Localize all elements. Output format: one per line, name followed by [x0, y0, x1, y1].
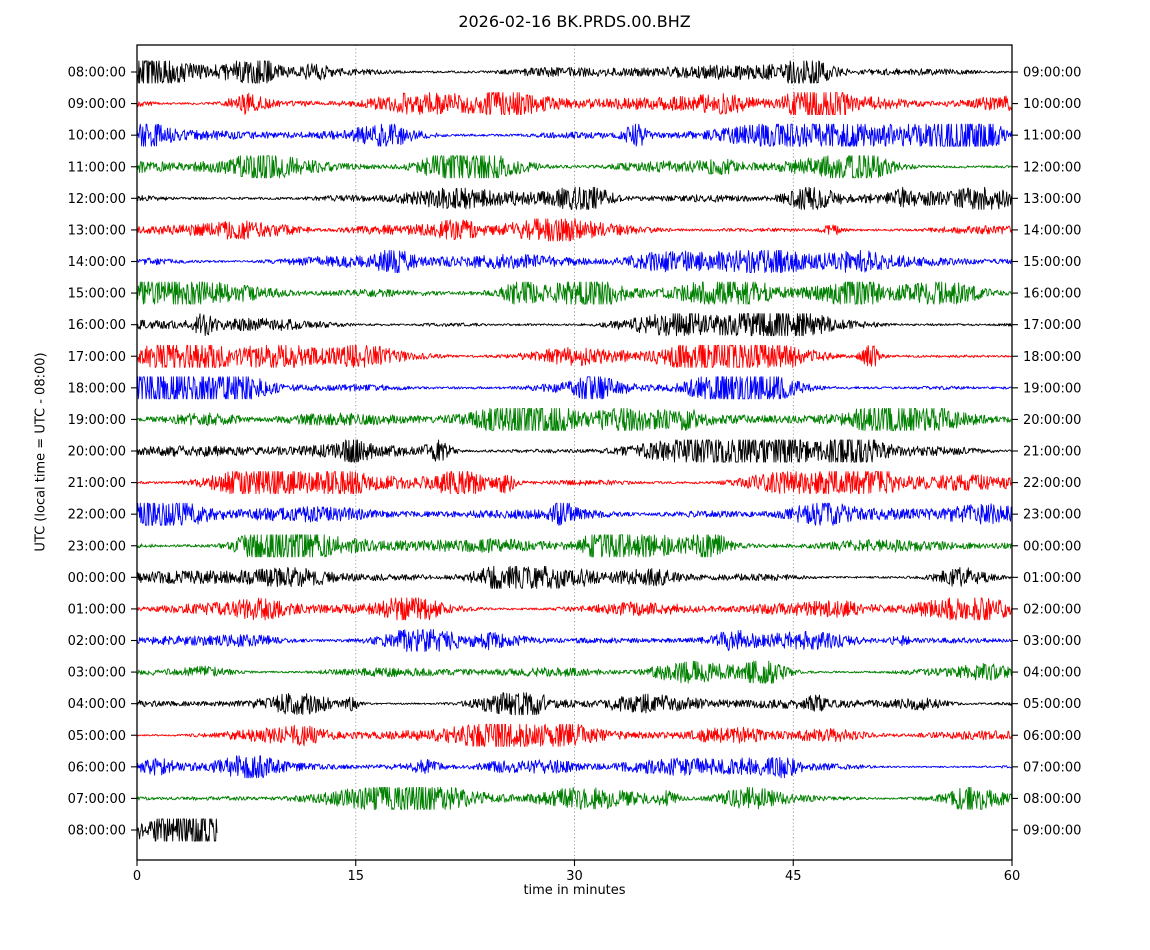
trace-row	[136, 376, 1013, 400]
y-tick-label-right: 01:00:00	[1023, 571, 1081, 586]
trace-row	[136, 344, 1013, 368]
y-tick-label-right: 12:00:00	[1023, 160, 1081, 175]
y-tick-label-left: 23:00:00	[68, 539, 126, 554]
trace-row	[136, 755, 1013, 779]
x-tick-label: 0	[133, 869, 141, 884]
y-tick-label-right: 05:00:00	[1023, 697, 1081, 712]
y-tick-label-right: 09:00:00	[1023, 66, 1081, 81]
x-tick-label: 15	[347, 869, 364, 884]
y-tick-label-right: 08:00:00	[1023, 792, 1081, 807]
trace-row	[136, 565, 1013, 589]
y-tick-label-left: 13:00:00	[68, 223, 126, 238]
trace-row	[136, 692, 1013, 716]
y-tick-label-right: 21:00:00	[1023, 445, 1081, 460]
y-tick-label-left: 01:00:00	[68, 602, 126, 617]
trace-row	[136, 60, 1013, 84]
y-tick-label-left: 04:00:00	[68, 697, 126, 712]
y-tick-label-right: 23:00:00	[1023, 508, 1081, 523]
y-tick-label-left: 10:00:00	[68, 129, 126, 144]
y-tick-label-left: 18:00:00	[68, 381, 126, 396]
y-tick-label-right: 02:00:00	[1023, 602, 1081, 617]
y-tick-label-left: 06:00:00	[68, 760, 126, 775]
y-tick-label-left: 17:00:00	[68, 350, 126, 365]
y-tick-label-right: 13:00:00	[1023, 192, 1081, 207]
y-tick-label-right: 14:00:00	[1023, 223, 1081, 238]
y-tick-label-right: 03:00:00	[1023, 634, 1081, 649]
y-tick-label-left: 02:00:00	[68, 634, 126, 649]
trace-row	[136, 502, 1013, 526]
trace-row	[136, 629, 1013, 652]
y-tick-label-left: 05:00:00	[68, 729, 126, 744]
trace-row	[136, 313, 1013, 337]
y-tick-label-right: 19:00:00	[1023, 381, 1081, 396]
trace-row	[136, 186, 1013, 210]
x-tick-label: 30	[566, 869, 583, 884]
y-tick-label-left: 15:00:00	[68, 287, 126, 302]
y-tick-label-left: 00:00:00	[68, 571, 126, 586]
y-tick-label-left: 08:00:00	[68, 66, 126, 81]
y-tick-label-left: 21:00:00	[68, 476, 126, 491]
y-tick-label-right: 07:00:00	[1023, 760, 1081, 775]
y-tick-label-right: 20:00:00	[1023, 413, 1081, 428]
y-tick-label-left: 12:00:00	[68, 192, 126, 207]
y-tick-label-right: 15:00:00	[1023, 255, 1081, 270]
x-tick-label: 60	[1004, 869, 1021, 884]
y-tick-label-left: 19:00:00	[68, 413, 126, 428]
y-tick-label-left: 16:00:00	[68, 318, 126, 333]
trace-row	[136, 281, 1013, 305]
y-tick-label-right: 00:00:00	[1023, 539, 1081, 554]
y-tick-label-right: 22:00:00	[1023, 476, 1081, 491]
trace-row	[136, 597, 1013, 621]
y-tick-label-right: 18:00:00	[1023, 350, 1081, 365]
y-tick-label-right: 06:00:00	[1023, 729, 1081, 744]
y-tick-label-left: 11:00:00	[68, 160, 126, 175]
trace-row	[136, 250, 1013, 273]
y-tick-label-right: 17:00:00	[1023, 318, 1081, 333]
trace-row	[136, 818, 218, 842]
y-tick-label-left: 20:00:00	[68, 445, 126, 460]
y-tick-label-right: 04:00:00	[1023, 666, 1081, 681]
y-tick-label-right: 09:00:00	[1023, 824, 1081, 839]
trace-row	[136, 155, 1013, 179]
trace-row	[136, 534, 1013, 558]
chart-title: 2026-02-16 BK.PRDS.00.BHZ	[458, 12, 691, 31]
y-tick-label-right: 11:00:00	[1023, 129, 1081, 144]
trace-row	[136, 218, 1013, 242]
trace-row	[136, 660, 1013, 684]
y-tick-label-left: 09:00:00	[68, 97, 126, 112]
trace-row	[136, 786, 1013, 810]
trace-row	[136, 92, 1013, 116]
x-axis-label: time in minutes	[523, 883, 626, 898]
trace-row	[136, 471, 1013, 495]
trace-row	[136, 123, 1013, 147]
y-tick-label-left: 08:00:00	[68, 824, 126, 839]
y-tick-label-left: 07:00:00	[68, 792, 126, 807]
y-tick-label-left: 14:00:00	[68, 255, 126, 270]
trace-row	[136, 439, 1013, 463]
trace-row	[136, 407, 1013, 431]
trace-row	[136, 723, 1013, 747]
x-tick-label: 45	[785, 869, 802, 884]
y-tick-label-right: 10:00:00	[1023, 97, 1081, 112]
y-tick-label-left: 03:00:00	[68, 666, 126, 681]
y-tick-label-right: 16:00:00	[1023, 287, 1081, 302]
y-tick-label-left: 22:00:00	[68, 508, 126, 523]
